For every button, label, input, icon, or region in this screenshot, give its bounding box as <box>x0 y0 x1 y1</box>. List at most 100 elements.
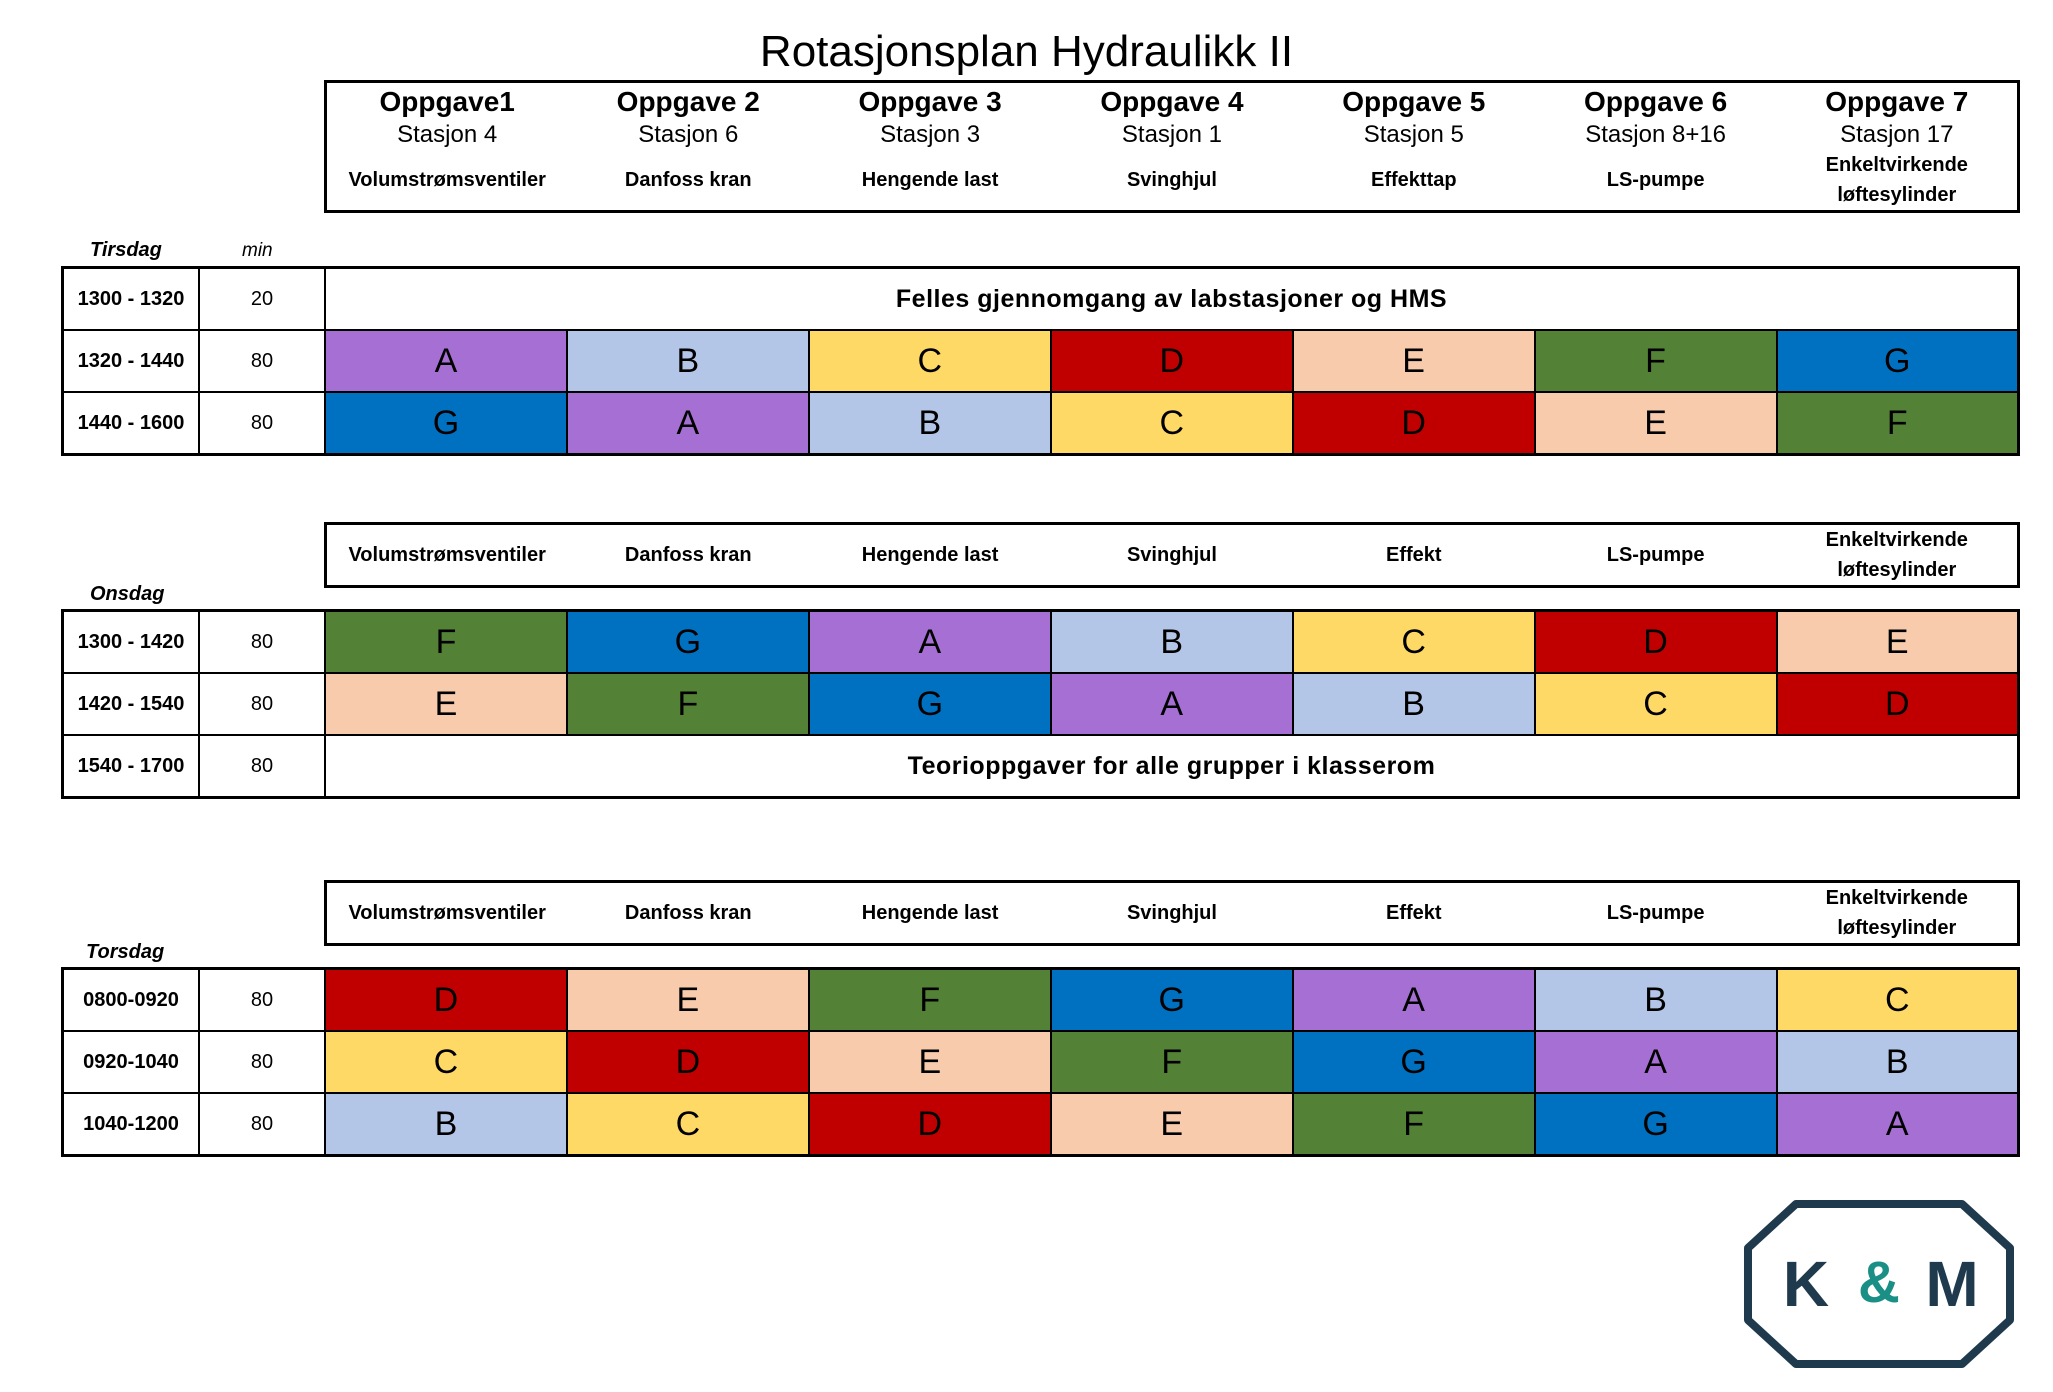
subheader-label: Svinghjul <box>1126 544 1217 566</box>
task-station: Stasjon 3 <box>880 120 981 148</box>
subheader-label-line2: løftesylinder <box>1837 917 1957 939</box>
task-station: Stasjon 6 <box>638 120 739 148</box>
subheader-label: Volumstrømsventiler <box>348 544 546 566</box>
duration-minutes: 80 <box>198 967 326 1032</box>
group-cell: F <box>1291 1092 1536 1157</box>
group-cell: C <box>1049 391 1294 456</box>
schedule-row: 0800-0920 80 D E F G A B C <box>61 967 2020 1032</box>
duration-minutes: 80 <box>198 609 326 674</box>
subheader-label: Danfoss kran <box>624 544 752 566</box>
task-description: Volumstrømsventiler <box>348 168 546 191</box>
subheader-cell: LS-pumpe <box>1535 882 1777 945</box>
task-title: Oppgave 5 <box>1342 85 1486 117</box>
task-station: Stasjon 4 <box>397 120 498 148</box>
merged-activity: Teorioppgaver for alle grupper i klasser… <box>324 734 2020 799</box>
duration-minutes: 80 <box>198 391 326 456</box>
task-description-line2: løftesylinder <box>1837 183 1957 206</box>
km-logo: K & M <box>1744 1200 2014 1368</box>
group-cell: C <box>1775 967 2020 1032</box>
group-cell: B <box>1533 967 1778 1032</box>
group-cell: D <box>1291 391 1536 456</box>
subheader-cell: Enkeltvirkende løftesylinder <box>1777 524 2019 587</box>
duration-minutes: 80 <box>198 329 326 393</box>
group-cell: D <box>324 967 568 1032</box>
group-cell: F <box>1049 1030 1294 1094</box>
group-cell: E <box>1533 391 1778 456</box>
logo-hexagon <box>1744 1200 2014 1368</box>
group-cell: B <box>1049 609 1294 674</box>
subheader-cell: Svinghjul <box>1051 524 1293 587</box>
logo-letter-m: M <box>1925 1248 1978 1320</box>
task-description: Svinghjul <box>1126 168 1217 191</box>
group-cell: F <box>1775 391 2020 456</box>
task-subheader-onsdag: Volumstrømsventiler Danfoss kran Hengende … <box>324 522 2020 588</box>
day-label-torsdag: Torsdag <box>86 941 165 963</box>
task-station: Stasjon 1 <box>1121 120 1222 148</box>
subheader-cell: Enkeltvirkende løftesylinder <box>1777 882 2019 945</box>
task-title: Oppgave 3 <box>858 85 1002 117</box>
task-description: Danfoss kran <box>624 168 752 191</box>
group-cell: B <box>807 391 1052 456</box>
subheader-cell: Danfoss kran <box>567 524 809 587</box>
task-station: Stasjon 5 <box>1363 120 1464 148</box>
subheader-cell: Volumstrømsventiler <box>326 524 568 587</box>
task-station: Stasjon 17 <box>1840 120 1954 148</box>
duration-minutes: 80 <box>198 1092 326 1157</box>
group-cell: A <box>1775 1092 2020 1157</box>
subheader-cell: Hengende last <box>809 882 1051 945</box>
logo-letter-k: K <box>1783 1248 1829 1320</box>
group-cell: G <box>1049 967 1294 1032</box>
group-cell: B <box>1291 672 1536 736</box>
subheader-label: Hengende last <box>861 902 999 924</box>
group-cell: B <box>324 1092 568 1157</box>
group-cell: C <box>565 1092 810 1157</box>
day-label-onsdag: Onsdag <box>90 583 165 605</box>
group-cell: D <box>1533 609 1778 674</box>
schedule-onsdag: 1300 - 1420 80 F G A B C D E 1420 - 1540 80 E F G A B C D… <box>61 609 2020 799</box>
task-title: Oppgave 4 <box>1100 85 1244 117</box>
task-header-3: Oppgave 3 Stasjon 3 Hengende last <box>809 82 1051 212</box>
subheader-label: Effekt <box>1386 544 1442 566</box>
group-cell: G <box>324 391 568 456</box>
group-cell: F <box>807 967 1052 1032</box>
group-cell: A <box>1291 967 1536 1032</box>
group-cell: C <box>1533 672 1778 736</box>
group-cell: D <box>1775 672 2020 736</box>
min-label: min <box>242 240 273 261</box>
group-cell: F <box>1533 329 1778 393</box>
task-title: Oppgave1 <box>379 85 515 117</box>
group-cell: E <box>565 967 810 1032</box>
group-cell: G <box>1533 1092 1778 1157</box>
schedule-row: 1300 - 1420 80 F G A B C D E <box>61 609 2020 674</box>
time-slot: 0920-1040 <box>61 1030 200 1094</box>
task-header-1: Oppgave1 Stasjon 4 Volumstrømsventiler <box>326 82 568 212</box>
time-slot: 0800-0920 <box>61 967 200 1032</box>
group-cell: A <box>1049 672 1294 736</box>
task-header: Oppgave1 Stasjon 4 Volumstrømsventiler O… <box>324 80 2020 213</box>
group-cell: F <box>324 609 568 674</box>
group-cell: D <box>807 1092 1052 1157</box>
group-cell: E <box>1775 609 2020 674</box>
time-slot: 1540 - 1700 <box>61 734 200 799</box>
group-cell: D <box>565 1030 810 1094</box>
task-title: Oppgave 2 <box>616 85 760 117</box>
subheader-cell: Danfoss kran <box>567 882 809 945</box>
time-slot: 1040-1200 <box>61 1092 200 1157</box>
task-subheader-torsdag: Volumstrømsventiler Danfoss kran Hengende … <box>324 880 2020 946</box>
group-cell: E <box>807 1030 1052 1094</box>
group-cell: G <box>565 609 810 674</box>
group-cell: A <box>807 609 1052 674</box>
merged-activity: Felles gjennomgang av labstasjoner og HM… <box>324 266 2020 331</box>
task-title: Oppgave 6 <box>1584 85 1728 117</box>
subheader-cell: Effekt <box>1293 524 1535 587</box>
schedule-row: 1540 - 1700 80 Teorioppgaver for alle grup… <box>61 734 2020 799</box>
time-slot: 1420 - 1540 <box>61 672 200 736</box>
task-description: LS-pumpe <box>1606 168 1705 191</box>
group-cell: G <box>1291 1030 1536 1094</box>
group-cell: F <box>565 672 810 736</box>
task-header-4: Oppgave 4 Stasjon 1 Svinghjul <box>1051 82 1293 212</box>
schedule-row: 1440 - 1600 80 G A B C D E F <box>61 391 2020 456</box>
time-slot: 1440 - 1600 <box>61 391 200 456</box>
subheader-label-line2: løftesylinder <box>1837 559 1957 581</box>
group-cell: D <box>1049 329 1294 393</box>
